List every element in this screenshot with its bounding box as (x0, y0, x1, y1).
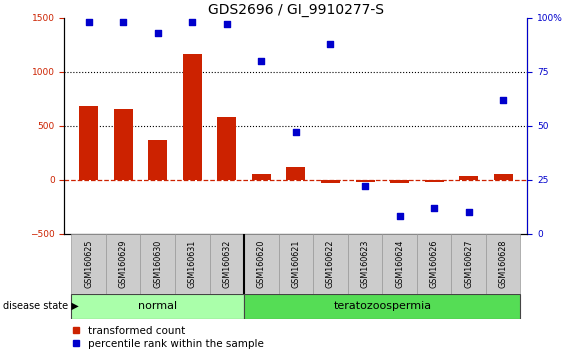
Bar (114, 109, 132, 179)
Bar (79, 106, 98, 179)
Text: GSM160630: GSM160630 (153, 240, 162, 288)
Bar (141, 234, 175, 294)
Bar (106, 234, 141, 294)
Point (499, 97, 508, 103)
Text: GSM160622: GSM160622 (326, 239, 335, 288)
Point (326, 41, 335, 46)
Bar (244, 294, 520, 319)
Point (430, 205, 439, 211)
Point (84, 19, 93, 25)
Text: GSM160620: GSM160620 (257, 240, 266, 288)
Text: GSM160625: GSM160625 (84, 239, 93, 288)
Text: GSM160624: GSM160624 (395, 240, 404, 288)
Text: GSM160627: GSM160627 (464, 239, 473, 288)
Bar (279, 234, 313, 294)
Bar (486, 234, 520, 294)
Bar (183, 55, 202, 179)
Point (360, 183, 370, 189)
Bar (382, 234, 417, 294)
Text: GSM160629: GSM160629 (119, 239, 128, 288)
Legend: transformed count, percentile rank within the sample: transformed count, percentile rank withi… (70, 324, 267, 351)
Text: GSM160631: GSM160631 (188, 240, 197, 288)
Point (118, 19, 128, 25)
Text: teratozoospermia: teratozoospermia (333, 301, 431, 311)
Bar (321, 179, 340, 183)
Bar (148, 140, 167, 179)
Point (257, 58, 266, 64)
Bar (71, 294, 244, 319)
Point (188, 19, 197, 25)
Bar (175, 234, 210, 294)
Point (153, 30, 162, 36)
Text: GSM160623: GSM160623 (360, 240, 370, 288)
Text: GSM160626: GSM160626 (430, 240, 439, 288)
Bar (217, 117, 236, 179)
Bar (356, 179, 374, 182)
Bar (244, 234, 279, 294)
Bar (252, 174, 271, 179)
Bar (287, 167, 305, 179)
Text: GSM160632: GSM160632 (222, 240, 231, 288)
Text: disease state ▶: disease state ▶ (3, 301, 79, 311)
Bar (210, 234, 244, 294)
Bar (494, 174, 513, 179)
Bar (347, 234, 382, 294)
Bar (313, 234, 347, 294)
Bar (459, 176, 478, 179)
Bar (71, 234, 106, 294)
Text: GSM160628: GSM160628 (499, 240, 507, 288)
Point (222, 21, 231, 27)
Point (291, 129, 301, 135)
Text: GSM160621: GSM160621 (291, 240, 301, 288)
Point (395, 213, 404, 219)
Bar (451, 234, 486, 294)
Bar (425, 179, 444, 182)
Bar (390, 179, 409, 183)
Bar (417, 234, 451, 294)
Point (464, 209, 473, 215)
Title: GDS2696 / GI_9910277-S: GDS2696 / GI_9910277-S (208, 3, 384, 17)
Text: normal: normal (138, 301, 178, 311)
